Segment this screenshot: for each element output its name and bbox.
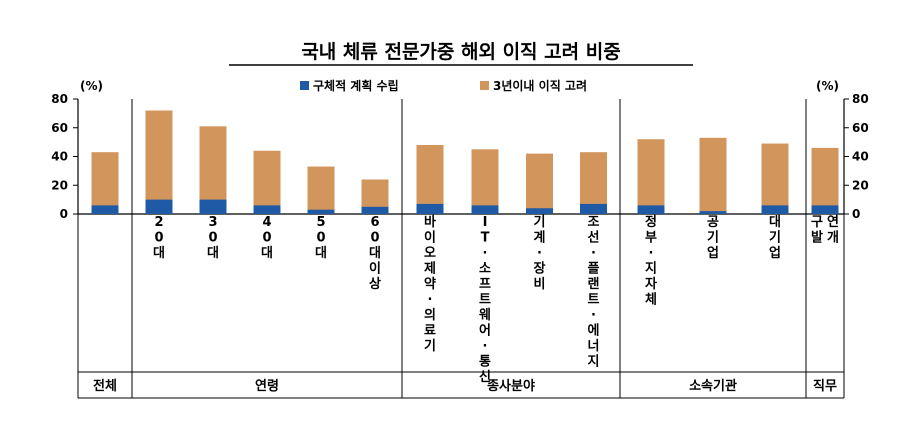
y-tick-label-right: 20 bbox=[852, 178, 869, 192]
plot-frame bbox=[77, 99, 845, 399]
group-label: 소속기관 bbox=[689, 378, 737, 394]
y-unit-right: (%) bbox=[816, 79, 839, 93]
y-tick-label-left: 60 bbox=[51, 121, 68, 135]
group-label: 전체 bbox=[93, 378, 117, 394]
bar-considering bbox=[811, 147, 839, 214]
bar-considering bbox=[253, 150, 281, 214]
group-labels: 전체 연령 종사분야 소속기관 직무 bbox=[93, 378, 837, 394]
y-tick-label-left: 20 bbox=[51, 178, 68, 192]
y-unit-left: (%) bbox=[80, 79, 103, 93]
bar-considering bbox=[637, 139, 665, 214]
y-tick-label-right: 40 bbox=[852, 150, 869, 164]
bar-considering bbox=[307, 166, 335, 214]
bar-concrete-plan bbox=[416, 203, 444, 214]
y-tick-label-left: 80 bbox=[51, 92, 68, 106]
bar-concrete-plan bbox=[580, 203, 607, 214]
bar-concrete-plan bbox=[361, 206, 389, 214]
bar-concrete-plan bbox=[637, 205, 665, 214]
bar-concrete-plan bbox=[471, 205, 499, 214]
bar-considering bbox=[199, 126, 227, 214]
group-label: 종사분야 bbox=[487, 378, 535, 394]
category-label: 정 부 · 지 자 체 bbox=[645, 214, 657, 308]
bar-considering bbox=[416, 145, 444, 214]
category-label: 바 이 오 제 약 · 의 료 기 bbox=[424, 214, 436, 354]
bar-concrete-plan bbox=[761, 205, 789, 214]
axes: 0 0 20 20 40 40 60 60 80 80 bbox=[51, 92, 868, 221]
legend: 구체적 계획 수립 3년이내 이직 고려 bbox=[300, 78, 587, 93]
bar-considering bbox=[91, 152, 119, 214]
bar-considering bbox=[580, 152, 607, 214]
group-label: 연령 bbox=[255, 379, 279, 394]
bar-considering bbox=[699, 137, 727, 214]
y-tick-label-left: 0 bbox=[60, 207, 68, 221]
legend-swatch bbox=[480, 81, 489, 90]
category-labels: 2 0 대 3 0 대 4 0 대 5 0 대 6 0 대 이 상 바 이 오 제 약 · 의 료 기 I T · 소 프 트 웨 어 · 통 신 기 계 ·… bbox=[153, 214, 839, 385]
legend-swatch bbox=[300, 81, 309, 90]
bar-concrete-plan bbox=[145, 199, 173, 214]
category-label: 조 선 · 플 랜 트 · 에 너 지 bbox=[588, 215, 600, 370]
legend-label: 구체적 계획 수립 bbox=[313, 78, 399, 93]
chart-title: 국내 체류 전문가중 해외 이직 고려 비중 bbox=[301, 41, 620, 63]
y-tick-label-right: 60 bbox=[852, 121, 869, 135]
legend-label: 3년이내 이직 고려 bbox=[493, 78, 587, 93]
bar-considering bbox=[471, 149, 499, 214]
y-tick-label-right: 0 bbox=[852, 207, 860, 221]
bar-considering bbox=[145, 110, 173, 214]
bar-concrete-plan bbox=[91, 205, 119, 214]
bar-concrete-plan bbox=[253, 205, 281, 214]
y-tick-label-left: 40 bbox=[51, 150, 68, 164]
category-label: 기 계 · 장 비 bbox=[534, 215, 546, 292]
bar-concrete-plan bbox=[526, 208, 553, 214]
category-label: I T · 소 프 트 웨 어 · 통 신 bbox=[479, 215, 491, 385]
bar-considering bbox=[526, 153, 553, 214]
bar-concrete-plan bbox=[199, 199, 227, 214]
y-tick-label-right: 80 bbox=[852, 92, 869, 106]
group-label: 직무 bbox=[813, 378, 837, 394]
bar-concrete-plan bbox=[811, 205, 839, 214]
bar-concrete-plan bbox=[699, 211, 727, 214]
bars bbox=[91, 110, 839, 214]
bar-concrete-plan bbox=[307, 209, 335, 214]
bar-considering bbox=[761, 143, 789, 214]
